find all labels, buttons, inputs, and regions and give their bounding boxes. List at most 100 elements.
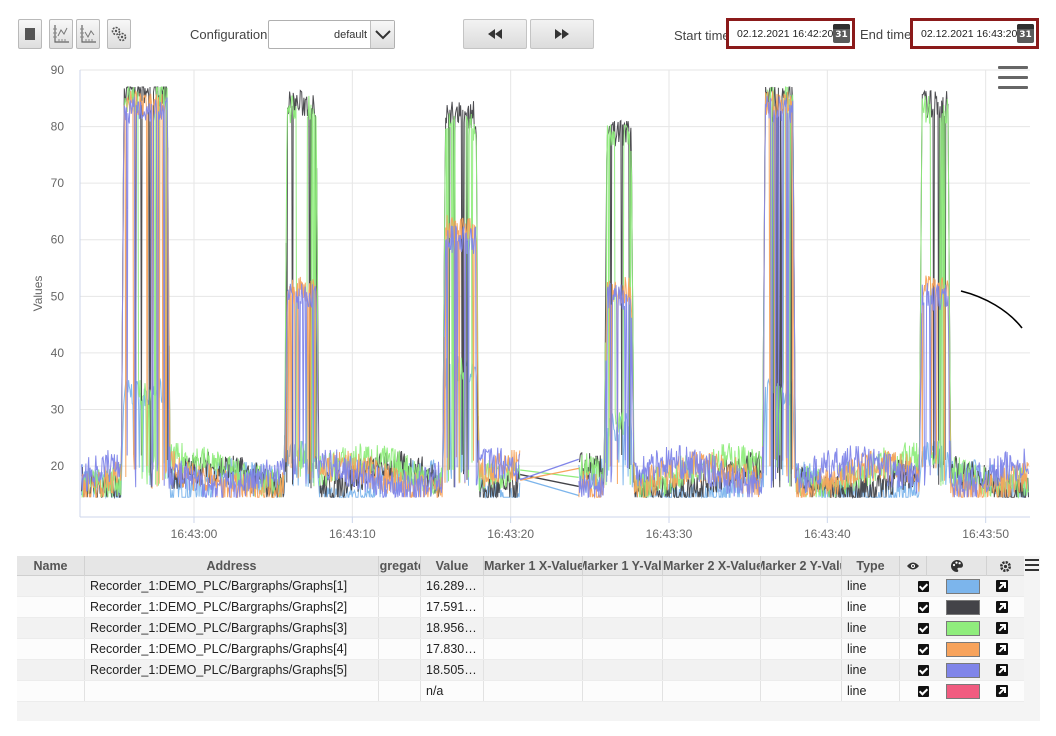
cell-value: 16.289… — [421, 576, 484, 596]
cell-marker2-x — [663, 597, 761, 617]
settings-button[interactable] — [107, 19, 131, 49]
cell-address: Recorder_1:DEMO_PLC/Bargraphs/Graphs[3] — [85, 618, 379, 638]
open-settings-icon[interactable] — [996, 643, 1008, 655]
cell-name — [17, 660, 85, 680]
open-settings-icon[interactable] — [996, 622, 1008, 634]
column-marker2-y[interactable]: Marker 2 Y-Value — [761, 556, 842, 576]
visibility-checkbox[interactable] — [918, 623, 929, 634]
column-type[interactable]: Type — [842, 556, 900, 576]
open-settings-icon[interactable] — [996, 580, 1008, 592]
cell-marker1-y — [583, 639, 663, 659]
chart-menu-icon[interactable] — [998, 66, 1028, 92]
column-address[interactable]: Address — [85, 556, 379, 576]
column-marker1-x[interactable]: Marker 1 X-Value — [484, 556, 583, 576]
rewind-button[interactable] — [463, 19, 527, 49]
fast-forward-button[interactable] — [530, 19, 594, 49]
cell-address: Recorder_1:DEMO_PLC/Bargraphs/Graphs[2] — [85, 597, 379, 617]
cell-aggregate — [379, 681, 421, 701]
table-header: Name Address Aggregate Value Marker 1 X-… — [17, 556, 1024, 576]
calendar-icon[interactable]: 31 — [833, 24, 850, 43]
table-row[interactable]: Recorder_1:DEMO_PLC/Bargraphs/Graphs[2] 1… — [17, 597, 1024, 618]
table-row[interactable]: Recorder_1:DEMO_PLC/Bargraphs/Graphs[1] 1… — [17, 576, 1024, 597]
cell-value: n/a — [421, 681, 484, 701]
chart-axes: 90 80 70 60 50 40 30 20 16:43:00 16:43:10 16:43:20… — [31, 63, 1030, 541]
series-gap-bridge-1 — [519, 477, 579, 497]
configuration-select[interactable]: default — [268, 20, 395, 49]
cell-marker2-x — [663, 639, 761, 659]
chart-tool-1-button[interactable] — [49, 19, 73, 49]
cell-name — [17, 618, 85, 638]
y-tick-label: 30 — [51, 402, 65, 416]
cell-value: 17.830… — [421, 639, 484, 659]
series-table: Name Address Aggregate Value Marker 1 X-… — [17, 556, 1040, 721]
cell-value: 17.591… — [421, 597, 484, 617]
open-settings-icon[interactable] — [996, 685, 1008, 697]
cell-marker2-y — [761, 639, 842, 659]
cell-type: line — [842, 597, 900, 617]
color-swatch[interactable] — [946, 621, 980, 636]
visibility-checkbox[interactable] — [918, 644, 929, 655]
cell-aggregate — [379, 660, 421, 680]
configuration-dropdown-button[interactable] — [370, 21, 394, 48]
table-row[interactable]: n/a line — [17, 681, 1024, 702]
open-settings-icon[interactable] — [996, 664, 1008, 676]
color-swatch[interactable] — [946, 579, 980, 594]
cell-name — [17, 681, 85, 701]
column-visibility[interactable] — [900, 556, 927, 576]
x-tick-label: 16:43:40 — [804, 527, 851, 541]
y-tick-label: 70 — [51, 176, 65, 190]
eye-icon — [907, 562, 919, 570]
cell-marker1-y — [583, 576, 663, 596]
start-time-field[interactable]: 02.12.2021 16:42:20 31 — [726, 18, 855, 49]
start-time-label: Start time: — [674, 28, 734, 43]
cell-marker2-y — [761, 618, 842, 638]
cell-address: Recorder_1:DEMO_PLC/Bargraphs/Graphs[4] — [85, 639, 379, 659]
chart-series — [81, 85, 1029, 500]
fast-forward-icon — [555, 29, 569, 39]
trend-chart[interactable]: 90 80 70 60 50 40 30 20 16:43:00 16:43:10 16:43:20… — [0, 60, 1056, 550]
configuration-value: default — [333, 29, 367, 41]
color-swatch[interactable] — [946, 600, 980, 615]
visibility-checkbox[interactable] — [918, 686, 929, 697]
stop-icon — [25, 28, 35, 40]
cell-marker2-y — [761, 681, 842, 701]
cell-marker2-y — [761, 660, 842, 680]
color-swatch[interactable] — [946, 642, 980, 657]
x-tick-label: 16:43:10 — [329, 527, 376, 541]
column-aggregate[interactable]: Aggregate — [379, 556, 421, 576]
table-row[interactable]: Recorder_1:DEMO_PLC/Bargraphs/Graphs[4] 1… — [17, 639, 1024, 660]
column-marker2-x[interactable]: Marker 2 X-Value — [663, 556, 761, 576]
color-swatch[interactable] — [946, 663, 980, 678]
column-marker1-y[interactable]: Marker 1 Y-Value — [583, 556, 663, 576]
end-time-value: 02.12.2021 16:43:20 — [921, 28, 1018, 40]
cell-type: line — [842, 660, 900, 680]
x-tick-label: 16:43:30 — [646, 527, 693, 541]
visibility-checkbox[interactable] — [918, 581, 929, 592]
cell-type: line — [842, 639, 900, 659]
cell-aggregate — [379, 576, 421, 596]
column-settings[interactable] — [987, 556, 1024, 576]
column-name[interactable]: Name — [17, 556, 85, 576]
calendar-icon[interactable]: 31 — [1017, 24, 1034, 43]
stop-button[interactable] — [18, 19, 42, 49]
cell-marker1-y — [583, 681, 663, 701]
cell-marker1-x — [484, 660, 583, 680]
cell-name — [17, 597, 85, 617]
end-time-field[interactable]: 02.12.2021 16:43:20 31 — [910, 18, 1039, 49]
column-value[interactable]: Value — [421, 556, 484, 576]
series-line-5 — [81, 95, 1029, 499]
x-tick-label: 16:43:20 — [487, 527, 534, 541]
table-row[interactable]: Recorder_1:DEMO_PLC/Bargraphs/Graphs[5] 1… — [17, 660, 1024, 681]
chart-tool-2-button[interactable] — [76, 19, 100, 49]
table-menu-button[interactable] — [1024, 556, 1040, 721]
table-row[interactable]: Recorder_1:DEMO_PLC/Bargraphs/Graphs[3] 1… — [17, 618, 1024, 639]
cell-name — [17, 639, 85, 659]
visibility-checkbox[interactable] — [918, 602, 929, 613]
column-color[interactable] — [927, 556, 987, 576]
color-swatch[interactable] — [946, 684, 980, 699]
open-settings-icon[interactable] — [996, 601, 1008, 613]
x-tick-label: 16:43:50 — [962, 527, 1009, 541]
cell-marker1-x — [484, 576, 583, 596]
visibility-checkbox[interactable] — [918, 665, 929, 676]
x-tick-label: 16:43:00 — [171, 527, 218, 541]
